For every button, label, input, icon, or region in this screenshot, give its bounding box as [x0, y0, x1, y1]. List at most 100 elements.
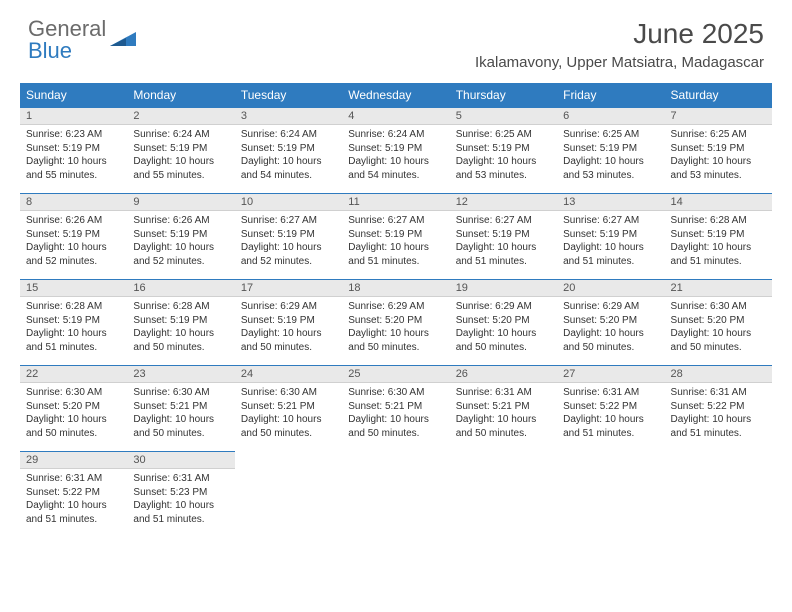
calendar-cell: 18Sunrise: 6:29 AMSunset: 5:20 PMDayligh…	[342, 279, 449, 365]
day-details: Sunrise: 6:26 AMSunset: 5:19 PMDaylight:…	[127, 211, 234, 272]
calendar-cell: 21Sunrise: 6:30 AMSunset: 5:20 PMDayligh…	[665, 279, 772, 365]
calendar-cell: 15Sunrise: 6:28 AMSunset: 5:19 PMDayligh…	[20, 279, 127, 365]
day-details: Sunrise: 6:24 AMSunset: 5:19 PMDaylight:…	[127, 125, 234, 186]
day-number: 12	[450, 193, 557, 211]
month-title: June 2025	[475, 18, 764, 50]
calendar-cell: 7Sunrise: 6:25 AMSunset: 5:19 PMDaylight…	[665, 107, 772, 193]
day-number: 22	[20, 365, 127, 383]
day-number: 1	[20, 107, 127, 125]
day-details: Sunrise: 6:30 AMSunset: 5:20 PMDaylight:…	[20, 383, 127, 444]
day-details: Sunrise: 6:29 AMSunset: 5:20 PMDaylight:…	[450, 297, 557, 358]
calendar-cell	[665, 451, 772, 537]
calendar-cell: 23Sunrise: 6:30 AMSunset: 5:21 PMDayligh…	[127, 365, 234, 451]
day-details: Sunrise: 6:26 AMSunset: 5:19 PMDaylight:…	[20, 211, 127, 272]
day-number: 25	[342, 365, 449, 383]
day-details: Sunrise: 6:25 AMSunset: 5:19 PMDaylight:…	[557, 125, 664, 186]
day-number: 11	[342, 193, 449, 211]
calendar-cell: 29Sunrise: 6:31 AMSunset: 5:22 PMDayligh…	[20, 451, 127, 537]
day-details: Sunrise: 6:31 AMSunset: 5:22 PMDaylight:…	[557, 383, 664, 444]
calendar-cell	[450, 451, 557, 537]
calendar-cell: 5Sunrise: 6:25 AMSunset: 5:19 PMDaylight…	[450, 107, 557, 193]
day-details: Sunrise: 6:31 AMSunset: 5:21 PMDaylight:…	[450, 383, 557, 444]
calendar-cell	[235, 451, 342, 537]
calendar-cell: 30Sunrise: 6:31 AMSunset: 5:23 PMDayligh…	[127, 451, 234, 537]
day-details: Sunrise: 6:24 AMSunset: 5:19 PMDaylight:…	[342, 125, 449, 186]
day-details: Sunrise: 6:29 AMSunset: 5:19 PMDaylight:…	[235, 297, 342, 358]
calendar-cell: 11Sunrise: 6:27 AMSunset: 5:19 PMDayligh…	[342, 193, 449, 279]
day-number: 10	[235, 193, 342, 211]
calendar-row: 1Sunrise: 6:23 AMSunset: 5:19 PMDaylight…	[20, 107, 772, 193]
weekday-header: Tuesday	[235, 83, 342, 107]
weekday-header: Wednesday	[342, 83, 449, 107]
calendar-cell: 13Sunrise: 6:27 AMSunset: 5:19 PMDayligh…	[557, 193, 664, 279]
calendar-cell: 3Sunrise: 6:24 AMSunset: 5:19 PMDaylight…	[235, 107, 342, 193]
day-number: 15	[20, 279, 127, 297]
day-details: Sunrise: 6:31 AMSunset: 5:23 PMDaylight:…	[127, 469, 234, 530]
day-details: Sunrise: 6:28 AMSunset: 5:19 PMDaylight:…	[127, 297, 234, 358]
day-details: Sunrise: 6:25 AMSunset: 5:19 PMDaylight:…	[665, 125, 772, 186]
day-details: Sunrise: 6:27 AMSunset: 5:19 PMDaylight:…	[557, 211, 664, 272]
logo-text: General Blue	[28, 18, 106, 62]
logo: General Blue	[28, 18, 136, 62]
day-details: Sunrise: 6:28 AMSunset: 5:19 PMDaylight:…	[665, 211, 772, 272]
day-details: Sunrise: 6:24 AMSunset: 5:19 PMDaylight:…	[235, 125, 342, 186]
calendar-cell: 9Sunrise: 6:26 AMSunset: 5:19 PMDaylight…	[127, 193, 234, 279]
weekday-header-row: Sunday Monday Tuesday Wednesday Thursday…	[20, 83, 772, 107]
calendar-cell: 16Sunrise: 6:28 AMSunset: 5:19 PMDayligh…	[127, 279, 234, 365]
calendar-cell: 24Sunrise: 6:30 AMSunset: 5:21 PMDayligh…	[235, 365, 342, 451]
day-number: 18	[342, 279, 449, 297]
day-number: 6	[557, 107, 664, 125]
calendar-table: Sunday Monday Tuesday Wednesday Thursday…	[20, 83, 772, 537]
day-number: 30	[127, 451, 234, 469]
day-number: 3	[235, 107, 342, 125]
calendar-cell: 25Sunrise: 6:30 AMSunset: 5:21 PMDayligh…	[342, 365, 449, 451]
calendar-cell: 6Sunrise: 6:25 AMSunset: 5:19 PMDaylight…	[557, 107, 664, 193]
day-details: Sunrise: 6:30 AMSunset: 5:21 PMDaylight:…	[342, 383, 449, 444]
day-number: 28	[665, 365, 772, 383]
day-number: 23	[127, 365, 234, 383]
calendar-cell: 26Sunrise: 6:31 AMSunset: 5:21 PMDayligh…	[450, 365, 557, 451]
calendar-row: 8Sunrise: 6:26 AMSunset: 5:19 PMDaylight…	[20, 193, 772, 279]
weekday-header: Monday	[127, 83, 234, 107]
calendar-cell: 8Sunrise: 6:26 AMSunset: 5:19 PMDaylight…	[20, 193, 127, 279]
calendar-cell: 27Sunrise: 6:31 AMSunset: 5:22 PMDayligh…	[557, 365, 664, 451]
calendar-cell: 20Sunrise: 6:29 AMSunset: 5:20 PMDayligh…	[557, 279, 664, 365]
day-number: 26	[450, 365, 557, 383]
calendar-cell: 19Sunrise: 6:29 AMSunset: 5:20 PMDayligh…	[450, 279, 557, 365]
day-details: Sunrise: 6:29 AMSunset: 5:20 PMDaylight:…	[557, 297, 664, 358]
day-details: Sunrise: 6:31 AMSunset: 5:22 PMDaylight:…	[20, 469, 127, 530]
day-number: 19	[450, 279, 557, 297]
day-number: 7	[665, 107, 772, 125]
location: Ikalamavony, Upper Matsiatra, Madagascar	[475, 54, 764, 71]
calendar-row: 29Sunrise: 6:31 AMSunset: 5:22 PMDayligh…	[20, 451, 772, 537]
weekday-header: Friday	[557, 83, 664, 107]
calendar-cell: 28Sunrise: 6:31 AMSunset: 5:22 PMDayligh…	[665, 365, 772, 451]
calendar-cell: 2Sunrise: 6:24 AMSunset: 5:19 PMDaylight…	[127, 107, 234, 193]
weekday-header: Thursday	[450, 83, 557, 107]
day-details: Sunrise: 6:27 AMSunset: 5:19 PMDaylight:…	[450, 211, 557, 272]
calendar-cell: 14Sunrise: 6:28 AMSunset: 5:19 PMDayligh…	[665, 193, 772, 279]
day-number: 17	[235, 279, 342, 297]
header: General Blue June 2025 Ikalamavony, Uppe…	[0, 0, 792, 75]
day-details: Sunrise: 6:27 AMSunset: 5:19 PMDaylight:…	[342, 211, 449, 272]
day-number: 8	[20, 193, 127, 211]
calendar-body: 1Sunrise: 6:23 AMSunset: 5:19 PMDaylight…	[20, 107, 772, 537]
calendar-cell: 22Sunrise: 6:30 AMSunset: 5:20 PMDayligh…	[20, 365, 127, 451]
day-number: 5	[450, 107, 557, 125]
day-number: 21	[665, 279, 772, 297]
day-details: Sunrise: 6:27 AMSunset: 5:19 PMDaylight:…	[235, 211, 342, 272]
day-number: 9	[127, 193, 234, 211]
day-details: Sunrise: 6:29 AMSunset: 5:20 PMDaylight:…	[342, 297, 449, 358]
logo-line2: Blue	[28, 40, 106, 62]
day-number: 4	[342, 107, 449, 125]
day-number: 2	[127, 107, 234, 125]
logo-flag-icon	[110, 28, 136, 52]
day-details: Sunrise: 6:30 AMSunset: 5:20 PMDaylight:…	[665, 297, 772, 358]
calendar-cell: 4Sunrise: 6:24 AMSunset: 5:19 PMDaylight…	[342, 107, 449, 193]
day-number: 20	[557, 279, 664, 297]
weekday-header: Saturday	[665, 83, 772, 107]
day-details: Sunrise: 6:30 AMSunset: 5:21 PMDaylight:…	[235, 383, 342, 444]
day-details: Sunrise: 6:30 AMSunset: 5:21 PMDaylight:…	[127, 383, 234, 444]
day-number: 14	[665, 193, 772, 211]
weekday-header: Sunday	[20, 83, 127, 107]
